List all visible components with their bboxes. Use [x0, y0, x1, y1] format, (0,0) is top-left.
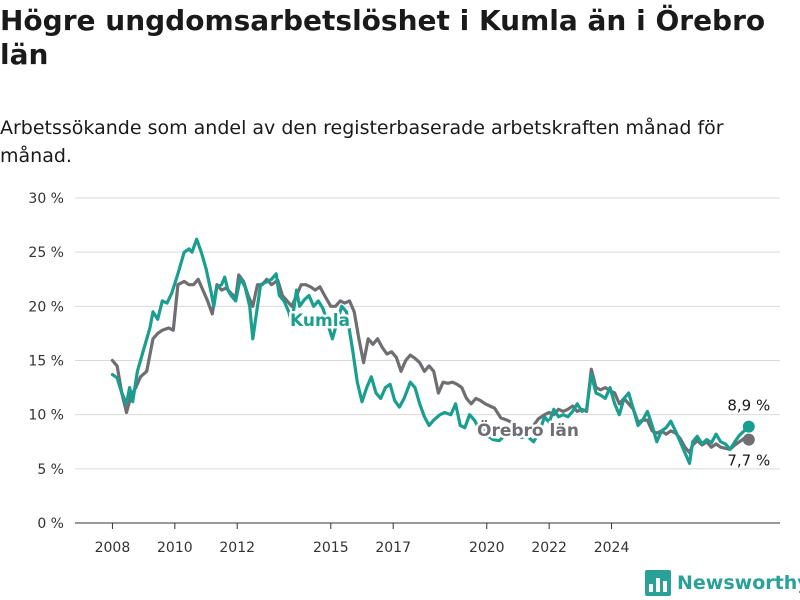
y-tick-label: 30 %	[28, 191, 64, 207]
chart-title: Högre ungdomsarbetslöshet i Kumla än i Ö…	[0, 4, 766, 71]
x-tick-label: 2020	[469, 540, 505, 556]
x-tick-label: 2015	[313, 540, 349, 556]
x-tick-label: 2024	[594, 540, 630, 556]
series-labels: Kumla Örebro län 8,9 % 7,7 %	[288, 309, 771, 470]
series-line-kumla	[110, 237, 751, 465]
y-tick-label: 25 %	[28, 245, 64, 261]
series-line-orebro-lan	[110, 273, 751, 455]
end-value-orebro-lan: 7,7 %	[727, 452, 770, 470]
y-tick-label: 0 %	[37, 516, 64, 532]
y-tick-label: 15 %	[28, 354, 64, 370]
x-tick-label: 2022	[531, 540, 567, 556]
end-point-orebro-lan	[742, 433, 755, 446]
y-tick-label: 5 %	[37, 462, 64, 478]
x-axis: 2008 2010 2012 2015 2017 2020 2022 2024	[95, 523, 630, 556]
end-point-kumla	[742, 420, 755, 433]
series-group	[110, 237, 755, 465]
bar-chart-logo-icon	[645, 570, 671, 596]
y-tick-label: 20 %	[28, 299, 64, 315]
series-label-kumla: Kumla	[290, 311, 350, 331]
brand-name: Newsworthy	[677, 572, 800, 594]
chart-subtitle: Arbetssökande som andel av den registerb…	[0, 117, 724, 167]
series-label-orebro-lan: Örebro län	[477, 419, 579, 441]
x-tick-label: 2010	[157, 540, 193, 556]
newsworthy-brand: Newsworthy	[645, 570, 800, 596]
x-tick-label: 2012	[219, 540, 255, 556]
y-axis: 0 % 5 % 10 % 15 % 20 % 25 % 30 %	[28, 191, 64, 532]
x-tick-label: 2008	[95, 540, 131, 556]
end-value-kumla: 8,9 %	[727, 397, 770, 415]
x-tick-label: 2017	[375, 540, 411, 556]
y-tick-label: 10 %	[28, 408, 64, 424]
